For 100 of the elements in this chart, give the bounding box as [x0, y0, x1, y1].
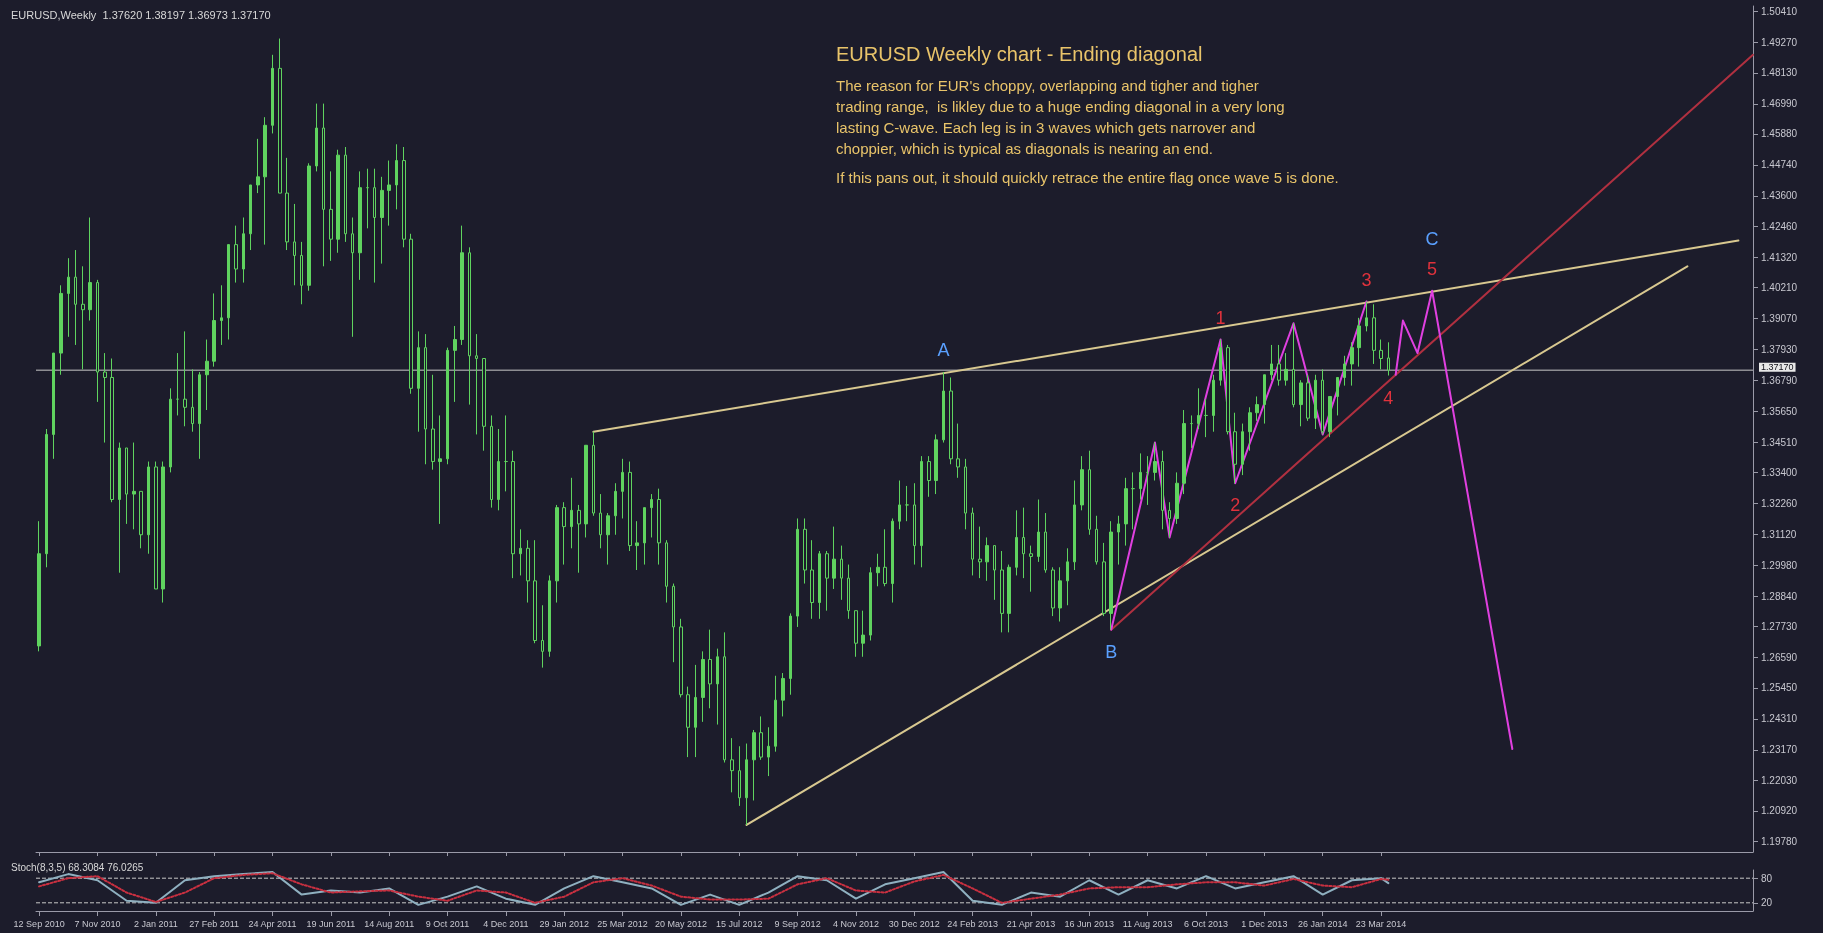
candlestick: [278, 38, 282, 194]
candlestick: [832, 526, 836, 590]
candlestick: [861, 610, 865, 658]
candlestick: [1241, 423, 1244, 476]
candlestick: [154, 461, 158, 590]
candlestick: [45, 428, 48, 568]
candlestick: [1080, 455, 1084, 511]
candlestick: [249, 184, 252, 251]
candlestick: [759, 715, 763, 761]
candlestick: [351, 217, 354, 338]
y-tick-label: 1.34510: [1761, 436, 1798, 448]
candlestick: [1168, 501, 1171, 538]
candlestick: [774, 675, 777, 753]
candlestick: [883, 528, 887, 587]
candlestick: [1321, 368, 1324, 435]
candlestick: [315, 103, 318, 172]
x-tick-label: 19 Jun 2011: [306, 918, 356, 929]
candlestick: [1190, 414, 1193, 449]
annotation: lasting C-wave. Each leg is in 3 waves which gets narrover and: [836, 119, 1256, 136]
candlestick: [417, 330, 420, 433]
candlestick: [876, 553, 880, 587]
candlestick: [927, 455, 931, 498]
y-tick-label: 1.27730: [1761, 620, 1798, 632]
candlestick: [796, 517, 799, 628]
candlestick: [1044, 512, 1047, 574]
candlestick: [621, 458, 624, 519]
candlestick: [701, 650, 705, 723]
x-tick-label: 4 Dec 2011: [483, 918, 529, 929]
candlestick: [1175, 471, 1179, 525]
candlestick: [438, 414, 442, 525]
candlestick: [1007, 564, 1011, 633]
candlestick: [577, 504, 581, 574]
y-tick-label: 1.49270: [1761, 36, 1798, 48]
x-tick-label: 27 Feb 2011: [189, 918, 240, 929]
candlestick: [118, 442, 121, 574]
y-tick-label: 1.23170: [1761, 744, 1798, 756]
candlestick: [490, 414, 493, 509]
candlestick: [1255, 395, 1259, 422]
candlestick: [847, 564, 850, 620]
candlestick: [1182, 409, 1186, 495]
y-tick-label: 1.44740: [1761, 159, 1798, 171]
y-tick-label: 20: [1761, 897, 1773, 909]
candlestick: [533, 539, 537, 644]
candlestick: [840, 545, 843, 601]
y-tick-label: 1.25450: [1761, 682, 1798, 694]
candlestick: [854, 610, 858, 658]
candlestick: [191, 368, 194, 433]
candlestick: [956, 423, 960, 479]
candlestick: [905, 485, 909, 522]
candlestick: [752, 729, 756, 801]
candlestick: [395, 143, 398, 210]
y-tick-label: 1.45880: [1761, 128, 1798, 140]
candlestick: [1058, 566, 1062, 623]
annotation: 3: [1361, 269, 1372, 290]
y-tick-label: 1.35650: [1761, 405, 1798, 417]
candlestick: [1270, 344, 1273, 381]
candlestick: [599, 493, 602, 549]
candlestick: [37, 520, 41, 652]
candlestick: [307, 162, 311, 292]
chart-title: Stoch(8,3,5) 68.3084 76.0265: [11, 861, 144, 873]
candlestick: [1095, 515, 1098, 566]
candlestick: [1029, 545, 1033, 593]
x-tick-label: 4 Nov 2012: [832, 918, 879, 929]
candlestick: [1336, 376, 1339, 416]
candlestick: [1343, 355, 1346, 387]
candlestick: [730, 737, 734, 793]
candlestick: [460, 225, 464, 346]
candlestick: [387, 160, 391, 227]
candlestick: [548, 574, 551, 658]
candlestick: [825, 550, 829, 612]
candlestick: [1328, 395, 1332, 438]
y-tick-label: 1.26590: [1761, 651, 1798, 663]
candlestick: [562, 501, 566, 566]
chart-title: EURUSD,Weekly 1.37620 1.38197 1.36973 1.37170: [11, 8, 271, 21]
candlestick: [322, 103, 325, 267]
candlestick: [1146, 455, 1149, 506]
x-tick-label: 9 Oct 2011: [425, 918, 470, 929]
candlestick: [431, 374, 435, 471]
candlestick: [913, 482, 916, 566]
candlestick: [964, 458, 967, 530]
y-tick-label: 1.39070: [1761, 313, 1798, 325]
candlestick: [139, 490, 143, 549]
candlestick: [738, 745, 741, 807]
candlestick: [205, 339, 209, 411]
candlestick: [570, 477, 573, 549]
candlestick: [657, 488, 661, 566]
candlestick: [1066, 547, 1069, 606]
candlestick: [1379, 339, 1383, 370]
candlestick: [88, 217, 92, 322]
candlestick: [176, 352, 179, 416]
candlestick: [745, 743, 748, 826]
annotation: choppier, which is typical as diagonals is nearing an end.: [836, 140, 1213, 157]
y-tick-label: 1.31120: [1761, 528, 1797, 540]
candlestick: [1233, 412, 1237, 484]
candlestick: [1314, 374, 1317, 430]
candlestick: [679, 618, 683, 698]
candlestick: [271, 54, 274, 134]
candlestick: [1226, 344, 1230, 435]
y-tick-label: 1.20920: [1761, 805, 1798, 817]
candlestick: [482, 358, 486, 452]
